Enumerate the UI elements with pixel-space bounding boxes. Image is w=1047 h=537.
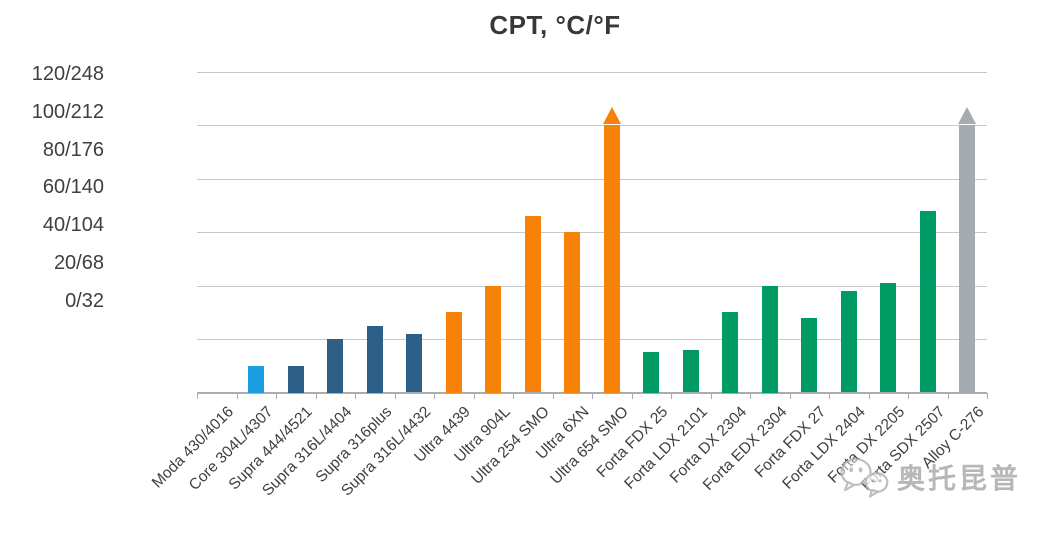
bar-ultra-4439 xyxy=(445,312,462,393)
axis-tick xyxy=(671,392,672,399)
axis-tick xyxy=(355,392,356,399)
bar-supra-444-4521 xyxy=(287,365,304,393)
exceeds-arrow-alloy-c-276 xyxy=(958,107,977,124)
axis-tick xyxy=(197,392,198,399)
axis-tick xyxy=(513,392,514,399)
gridline-80c xyxy=(197,178,987,180)
axis-tick xyxy=(868,392,870,399)
bar-ultra-904l xyxy=(485,285,502,393)
axis-tick xyxy=(236,392,238,399)
axis-tick xyxy=(315,392,317,399)
y-tick-label-0-32: 0/32 xyxy=(65,289,104,312)
bar-forta-sdx-2507 xyxy=(919,210,936,393)
bar-supra-316l-4432 xyxy=(406,333,423,393)
axis-tick xyxy=(592,392,593,399)
bar-forta-edx-2304 xyxy=(761,285,778,393)
y-tick-label-20-68: 20/68 xyxy=(53,252,104,274)
bar-supra-316l-4404 xyxy=(327,339,344,393)
y-tick-label-60-140: 60/140 xyxy=(42,176,104,199)
bar-forta-ldx-2404 xyxy=(840,290,857,393)
axis-tick xyxy=(276,392,277,399)
axis-tick xyxy=(631,392,633,399)
y-tick-label-40-104: 40/104 xyxy=(42,214,104,237)
gridline-40c xyxy=(197,285,987,287)
exceeds-arrow-ultra-654-smo xyxy=(602,107,621,124)
bar-supra-316plus xyxy=(366,325,383,393)
axis-tick xyxy=(987,392,988,399)
axis-tick xyxy=(552,392,554,399)
bar-forta-dx-2304 xyxy=(722,312,739,393)
axis-tick xyxy=(789,392,791,399)
bar-alloy-c-276 xyxy=(959,125,976,393)
bar-forta-fdx-25 xyxy=(643,352,660,393)
axis-tick xyxy=(908,392,909,399)
bar-forta-fdx-27 xyxy=(801,317,818,393)
watermark-text: 奥托昆普 xyxy=(897,463,1022,494)
axis-tick xyxy=(394,392,396,399)
bar-ultra-6xn xyxy=(564,232,581,393)
gridline-120c xyxy=(197,71,987,73)
axis-tick xyxy=(947,392,949,399)
axis-tick xyxy=(750,392,751,399)
bar-ultra-254-smo xyxy=(524,215,541,393)
axis-tick xyxy=(473,392,475,399)
axis-tick xyxy=(434,392,435,399)
gridline-100c xyxy=(197,125,987,126)
y-tick-label-100-212: 100/212 xyxy=(31,100,104,123)
bar-forta-ldx-2101 xyxy=(682,349,699,393)
bar-ultra-654-smo xyxy=(603,125,620,393)
bar-forta-dx-2205 xyxy=(880,282,897,393)
chart-title: CPT, °C/°F xyxy=(489,10,621,40)
y-tick-label-120-248: 120/248 xyxy=(31,63,104,85)
y-tick-label-80-176: 80/176 xyxy=(42,138,104,161)
axis-tick xyxy=(710,392,712,399)
gridline-60c xyxy=(197,232,987,233)
bar-core-304l-4307 xyxy=(248,365,265,393)
gridline-20c xyxy=(197,339,987,340)
axis-tick xyxy=(829,392,830,399)
